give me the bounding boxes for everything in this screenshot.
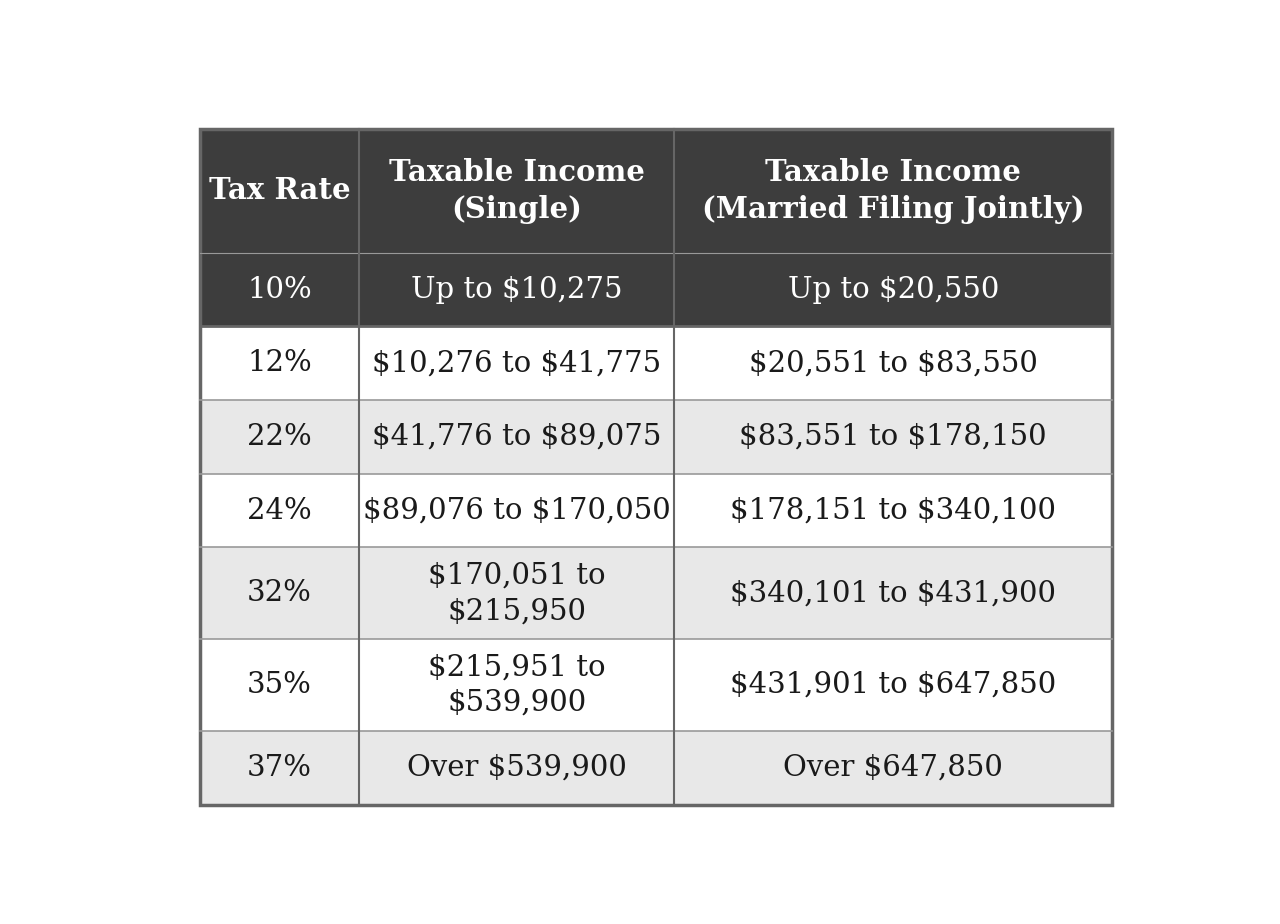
Text: Taxable Income
(Married Filing Jointly): Taxable Income (Married Filing Jointly): [701, 158, 1084, 224]
Text: $41,776 to $89,075: $41,776 to $89,075: [372, 423, 662, 451]
Bar: [675, 253, 1112, 326]
Text: Up to $20,550: Up to $20,550: [787, 275, 998, 304]
Text: 24%: 24%: [247, 496, 312, 525]
Text: 37%: 37%: [247, 754, 312, 782]
Bar: [675, 639, 1112, 731]
Bar: [200, 547, 360, 639]
Bar: [675, 547, 1112, 639]
Bar: [675, 731, 1112, 805]
Bar: [200, 639, 360, 731]
Text: $89,076 to $170,050: $89,076 to $170,050: [364, 496, 671, 525]
Text: 10%: 10%: [247, 275, 312, 304]
Bar: [675, 474, 1112, 547]
Bar: [360, 731, 675, 805]
Bar: [675, 326, 1112, 400]
Text: $10,276 to $41,775: $10,276 to $41,775: [372, 349, 662, 377]
Text: $431,901 to $647,850: $431,901 to $647,850: [730, 671, 1056, 699]
Text: $178,151 to $340,100: $178,151 to $340,100: [731, 496, 1056, 525]
Text: 12%: 12%: [247, 349, 312, 377]
Bar: [200, 400, 360, 474]
Text: Over $647,850: Over $647,850: [783, 754, 1004, 782]
Bar: [360, 128, 675, 253]
Text: Over $539,900: Over $539,900: [407, 754, 627, 782]
Text: 35%: 35%: [247, 671, 312, 699]
Text: Taxable Income
(Single): Taxable Income (Single): [389, 158, 645, 224]
Text: $215,951 to
$539,900: $215,951 to $539,900: [428, 653, 605, 717]
Bar: [360, 326, 675, 400]
Bar: [360, 253, 675, 326]
Bar: [200, 253, 360, 326]
Text: Tax Rate: Tax Rate: [209, 176, 351, 205]
Bar: [200, 128, 360, 253]
Text: Up to $10,275: Up to $10,275: [411, 275, 622, 304]
Bar: [200, 326, 360, 400]
Bar: [200, 474, 360, 547]
Text: 22%: 22%: [247, 423, 312, 451]
Bar: [675, 400, 1112, 474]
Bar: [200, 731, 360, 805]
Text: $340,101 to $431,900: $340,101 to $431,900: [731, 579, 1056, 607]
Bar: [360, 639, 675, 731]
Bar: [675, 128, 1112, 253]
Text: $20,551 to $83,550: $20,551 to $83,550: [749, 349, 1038, 377]
Bar: [360, 400, 675, 474]
Text: $170,051 to
$215,950: $170,051 to $215,950: [428, 562, 605, 626]
Bar: [360, 474, 675, 547]
Bar: [360, 547, 675, 639]
Text: $83,551 to $178,150: $83,551 to $178,150: [740, 423, 1047, 451]
Text: 32%: 32%: [247, 579, 312, 607]
